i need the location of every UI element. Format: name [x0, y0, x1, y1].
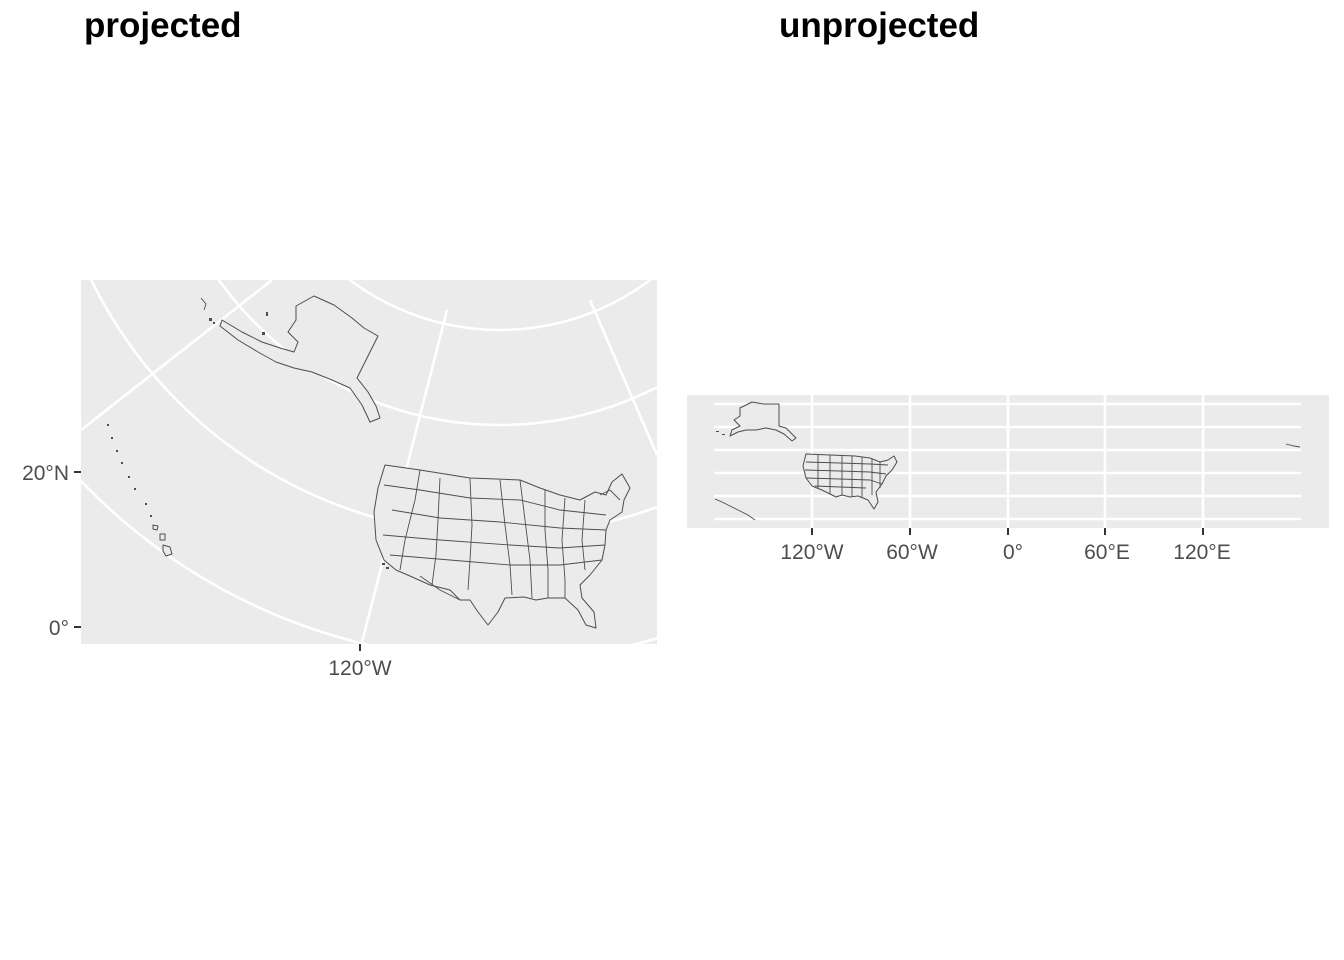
states-unprojected [714, 401, 1301, 521]
x-tick-label-60e: 60°E [1084, 541, 1130, 564]
y-tick-label-0: 0° [49, 617, 69, 640]
panel-title-unprojected: unprojected [779, 6, 980, 45]
alaska-shape [219, 295, 381, 423]
x-tick-label-120e: 120°E [1173, 541, 1230, 564]
parallel-line [217, 280, 657, 427]
state-borders [382, 469, 621, 601]
meridian-line [588, 299, 657, 456]
states-projected [107, 295, 631, 629]
meridian-line [81, 280, 273, 432]
island-mark [716, 431, 719, 432]
x-tick-label-60w: 60°W [886, 541, 938, 564]
aleutian-islands-east [1285, 443, 1301, 448]
x-tick-label-120w: 120°W [328, 657, 391, 680]
alaska-shape [729, 401, 797, 442]
island-mark [262, 332, 265, 335]
aleutian-islands [200, 297, 207, 311]
x-tick-label-0: 0° [1003, 541, 1023, 564]
island-mark [213, 322, 215, 324]
island-mark [386, 567, 389, 569]
panel-title-projected: projected [84, 6, 242, 45]
hawaii-islands [107, 424, 173, 557]
parallel-line [347, 280, 653, 332]
unprojected-map-panel: 120°W 60°W 0° 60°E 120°E [687, 395, 1329, 564]
island-mark [382, 563, 385, 565]
projected-map-panel: 20°N 0° 120°W [22, 280, 657, 680]
hawaii-islands [714, 498, 756, 521]
island-mark [209, 318, 212, 321]
state-borders [804, 455, 889, 498]
island-mark [722, 434, 725, 435]
x-tick-label-120w: 120°W [780, 541, 843, 564]
y-tick-label-20n: 20°N [22, 462, 69, 485]
island-mark [266, 312, 268, 316]
